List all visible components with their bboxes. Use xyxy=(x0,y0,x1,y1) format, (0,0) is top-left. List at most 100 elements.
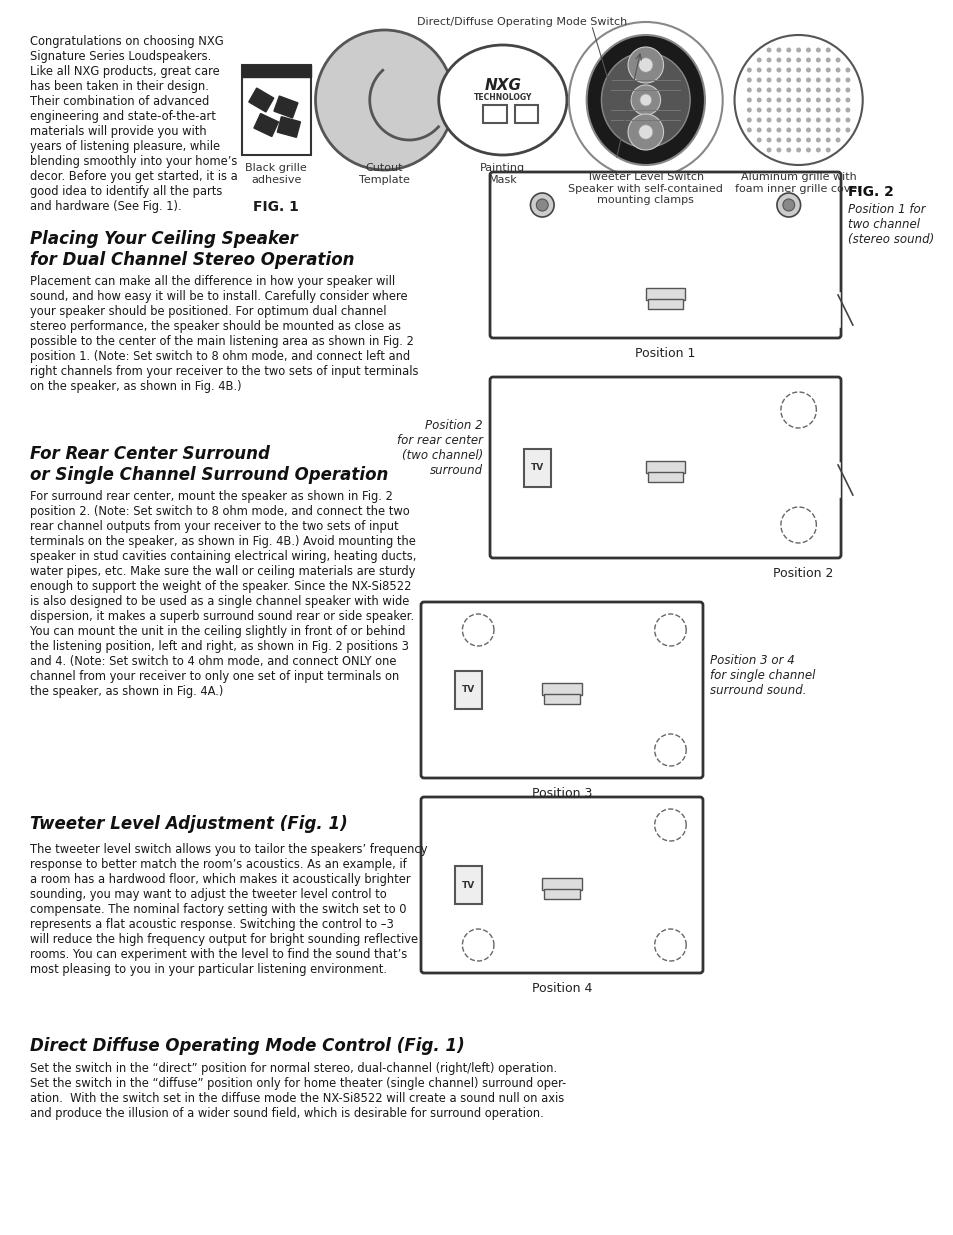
Circle shape xyxy=(746,107,751,112)
Text: For surround rear center, mount the speaker as shown in Fig. 2
position 2. (Note: For surround rear center, mount the spea… xyxy=(30,490,416,698)
Bar xyxy=(543,889,579,899)
Circle shape xyxy=(756,107,760,112)
Text: The tweeter level switch allows you to tailor the speakers’ frequency
response t: The tweeter level switch allows you to t… xyxy=(30,844,427,976)
Circle shape xyxy=(815,58,820,63)
Circle shape xyxy=(756,127,760,132)
Circle shape xyxy=(639,94,651,106)
Circle shape xyxy=(796,68,801,73)
Circle shape xyxy=(805,127,810,132)
Bar xyxy=(274,96,297,117)
Circle shape xyxy=(835,88,840,93)
Circle shape xyxy=(805,68,810,73)
Text: Aluminum grille with
foam inner grille cover: Aluminum grille with foam inner grille c… xyxy=(735,172,862,194)
Circle shape xyxy=(756,98,760,103)
Circle shape xyxy=(835,68,840,73)
Circle shape xyxy=(815,137,820,142)
Text: TV: TV xyxy=(461,881,475,889)
Circle shape xyxy=(776,117,781,122)
Circle shape xyxy=(785,147,790,152)
Circle shape xyxy=(815,107,820,112)
Circle shape xyxy=(630,85,659,115)
Circle shape xyxy=(825,117,830,122)
Circle shape xyxy=(825,127,830,132)
Circle shape xyxy=(776,137,781,142)
Circle shape xyxy=(796,137,801,142)
Circle shape xyxy=(825,68,830,73)
Circle shape xyxy=(825,47,830,53)
Text: Position 2: Position 2 xyxy=(772,567,832,580)
Text: Painting
Mask: Painting Mask xyxy=(479,163,525,184)
Circle shape xyxy=(815,98,820,103)
Circle shape xyxy=(815,88,820,93)
Text: Congratulations on choosing NXG
Signature Series Loudspeakers.
Like all NXG prod: Congratulations on choosing NXG Signatur… xyxy=(30,35,237,212)
Circle shape xyxy=(766,68,771,73)
Circle shape xyxy=(825,88,830,93)
Circle shape xyxy=(766,88,771,93)
Circle shape xyxy=(835,58,840,63)
Circle shape xyxy=(805,58,810,63)
Text: Position 1: Position 1 xyxy=(635,347,695,359)
Circle shape xyxy=(796,58,801,63)
Circle shape xyxy=(746,78,751,83)
Circle shape xyxy=(785,58,790,63)
Circle shape xyxy=(746,68,751,73)
Bar xyxy=(647,472,682,482)
Circle shape xyxy=(766,98,771,103)
Circle shape xyxy=(796,47,801,53)
FancyBboxPatch shape xyxy=(490,172,841,338)
Bar xyxy=(277,116,300,137)
Ellipse shape xyxy=(586,35,704,165)
Circle shape xyxy=(756,58,760,63)
Circle shape xyxy=(785,78,790,83)
Circle shape xyxy=(844,117,849,122)
Circle shape xyxy=(776,127,781,132)
Circle shape xyxy=(638,125,652,140)
FancyBboxPatch shape xyxy=(490,377,841,558)
Circle shape xyxy=(746,88,751,93)
Circle shape xyxy=(756,117,760,122)
Circle shape xyxy=(835,137,840,142)
Circle shape xyxy=(638,58,652,72)
Circle shape xyxy=(815,47,820,53)
Text: FIG. 2: FIG. 2 xyxy=(847,185,893,199)
Bar xyxy=(523,450,551,487)
Text: TECHNOLOGY: TECHNOLOGY xyxy=(473,93,532,101)
Text: TV: TV xyxy=(530,463,543,473)
Bar xyxy=(541,878,581,890)
Text: Direct/Diffuse Operating Mode Switch: Direct/Diffuse Operating Mode Switch xyxy=(417,17,627,27)
Text: Position 4: Position 4 xyxy=(531,982,592,995)
Circle shape xyxy=(627,47,663,83)
Circle shape xyxy=(844,78,849,83)
Bar xyxy=(647,299,682,309)
Circle shape xyxy=(785,68,790,73)
Circle shape xyxy=(815,147,820,152)
Circle shape xyxy=(805,98,810,103)
Circle shape xyxy=(776,47,781,53)
Circle shape xyxy=(746,127,751,132)
Circle shape xyxy=(776,193,800,217)
Circle shape xyxy=(844,98,849,103)
Circle shape xyxy=(805,147,810,152)
Bar xyxy=(541,683,581,695)
Circle shape xyxy=(805,117,810,122)
Circle shape xyxy=(805,47,810,53)
FancyBboxPatch shape xyxy=(241,65,311,156)
Text: Position 2
for rear center
(two channel)
surround: Position 2 for rear center (two channel)… xyxy=(396,419,482,477)
Text: Cutout
Template: Cutout Template xyxy=(358,163,410,184)
Circle shape xyxy=(825,107,830,112)
Circle shape xyxy=(766,137,771,142)
Ellipse shape xyxy=(438,44,566,156)
Bar xyxy=(241,65,311,77)
Circle shape xyxy=(766,107,771,112)
Circle shape xyxy=(776,88,781,93)
Bar xyxy=(249,88,274,112)
Circle shape xyxy=(756,68,760,73)
Circle shape xyxy=(785,88,790,93)
Text: Set the switch in the “direct” position for normal stereo, dual-channel (right/l: Set the switch in the “direct” position … xyxy=(30,1062,565,1120)
Circle shape xyxy=(782,199,794,211)
Text: Black grille
adhesive: Black grille adhesive xyxy=(245,163,307,184)
Circle shape xyxy=(835,117,840,122)
Circle shape xyxy=(776,58,781,63)
Circle shape xyxy=(844,88,849,93)
Circle shape xyxy=(536,199,548,211)
